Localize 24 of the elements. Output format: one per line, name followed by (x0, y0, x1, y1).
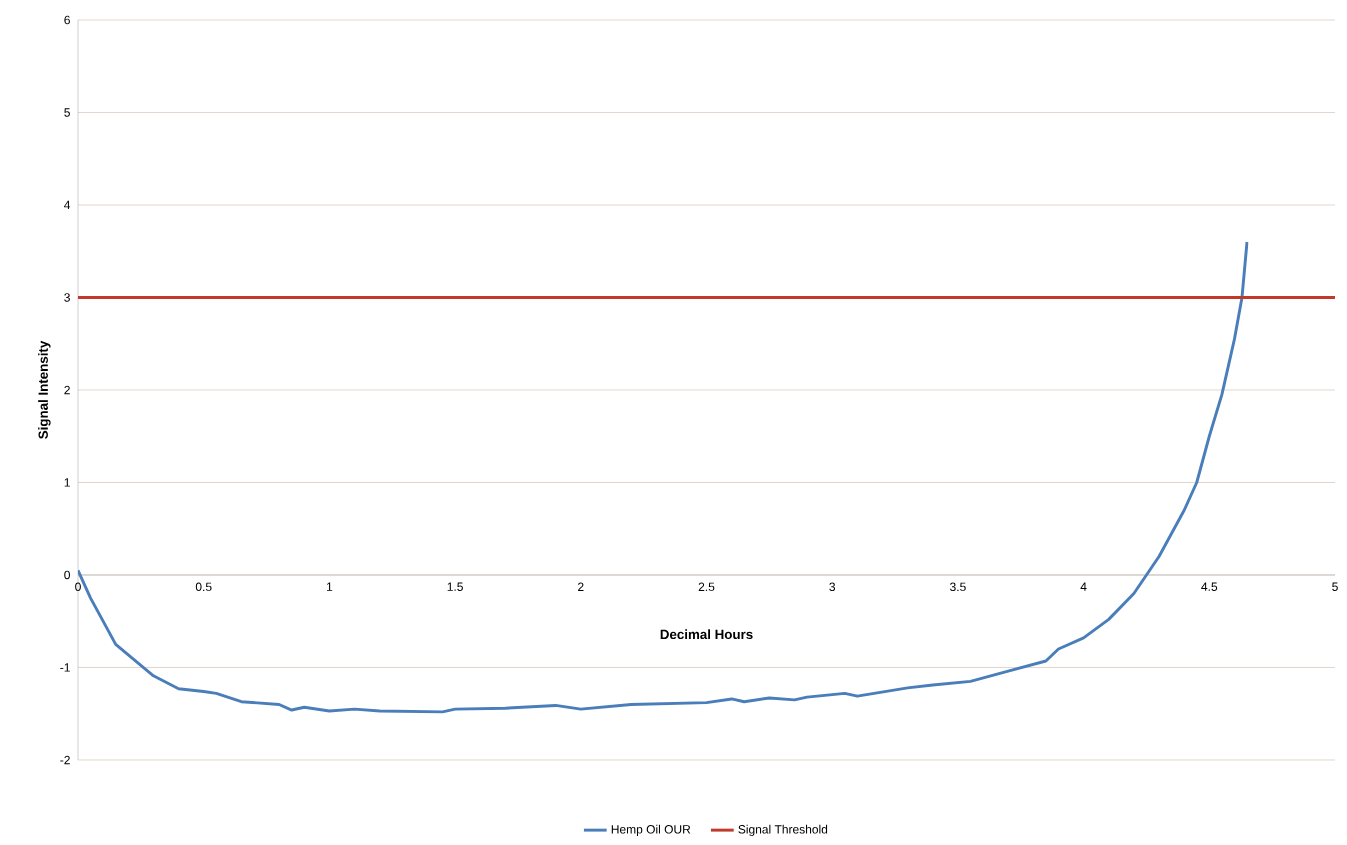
y-tick-label: -2 (60, 755, 70, 765)
x-tick-label: 3.5 (950, 582, 966, 592)
x-tick-label: 1 (326, 582, 333, 591)
y-tick-label: 2 (64, 385, 70, 395)
y-tick-label: 6 (64, 15, 70, 25)
x-tick-label: 2.5 (698, 582, 715, 592)
y-axis-title: Signal Intensity (38, 340, 51, 439)
legend-label: Signal Threshold (738, 824, 828, 836)
y-tick-label: 5 (64, 108, 70, 117)
x-tick-label: 5 (1332, 582, 1338, 591)
legend-label: Hemp Oil OUR (611, 824, 691, 836)
y-tick-label: 4 (64, 200, 71, 210)
x-axis-title: Decimal Hours (660, 629, 753, 640)
y-tick-label: 1 (64, 478, 70, 487)
x-tick-label: 1.5 (447, 582, 463, 591)
x-tick-label: 4.5 (1201, 582, 1218, 591)
y-tick-label: 3 (64, 293, 70, 302)
x-tick-label: 0 (75, 582, 81, 592)
y-tick-label: 0 (64, 570, 70, 580)
x-tick-label: 3 (829, 582, 836, 592)
x-tick-label: 0.5 (195, 582, 212, 592)
x-tick-label: 2 (578, 582, 584, 591)
x-tick-label: 4 (1080, 582, 1087, 591)
y-tick-label: -1 (60, 663, 70, 672)
